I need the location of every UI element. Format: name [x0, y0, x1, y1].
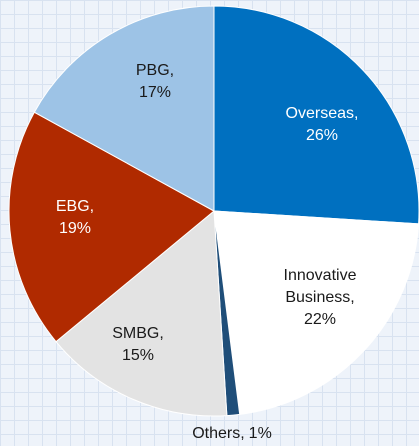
value-label: 17% [138, 84, 172, 101]
pie-slice [213, 210, 419, 415]
value-label: 26% [305, 127, 339, 144]
category-label: PBG, [135, 62, 175, 79]
category-label: Innovative Business, [283, 267, 357, 306]
category-label: SMBG, [112, 325, 164, 342]
category-label: Overseas, [285, 105, 359, 122]
value-label: 1% [248, 425, 272, 442]
pie-slice [55, 209, 228, 417]
slice-label: Others, 1% [162, 423, 302, 445]
slice-label: SMBG, 15% [93, 323, 183, 367]
pie-slice [213, 5, 419, 225]
slice-label: Innovative Business, 22% [265, 265, 375, 331]
category-label: Others, [192, 425, 245, 442]
value-label: 15% [121, 347, 155, 364]
slice-label: PBG, 17% [110, 60, 200, 104]
slice-label: EBG, 19% [30, 196, 120, 240]
value-label: 19% [58, 220, 92, 237]
value-label: 22% [303, 311, 337, 328]
pie-slice [33, 5, 215, 212]
slice-label: Overseas, 26% [267, 103, 377, 147]
category-label: EBG, [55, 198, 95, 215]
pie-slice [8, 111, 215, 343]
